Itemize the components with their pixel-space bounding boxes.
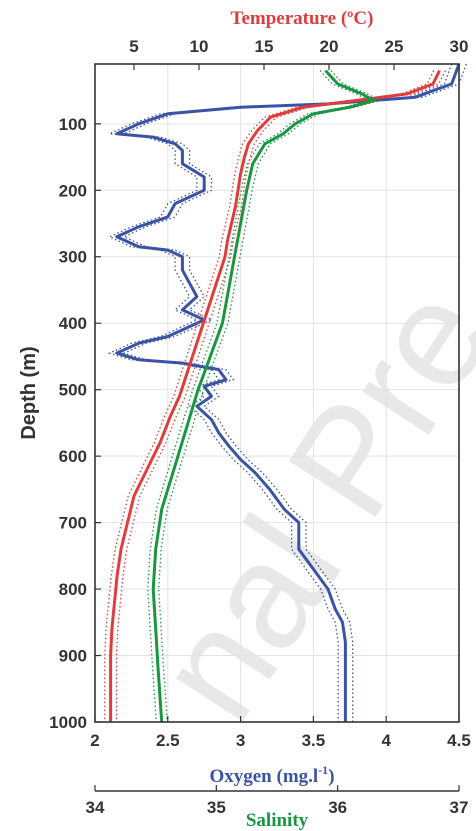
temperature-envelope	[104, 70, 435, 722]
depth-tick-label: 200	[59, 181, 87, 200]
depth-tick-label: 800	[59, 580, 87, 599]
plot-frame	[94, 63, 460, 723]
oxygen-label-end: )	[328, 766, 334, 787]
temperature-axis-label: Temperature (ºC)	[231, 8, 374, 29]
oxygen-axis-label: Oxygen (mg.l-1)	[209, 763, 334, 787]
oxygen-tick-label: 2	[90, 731, 99, 750]
temperature-tick-label: 5	[129, 37, 138, 56]
depth-tick-label: 700	[59, 514, 87, 533]
oxygen-tick-label: 3.5	[302, 731, 326, 750]
temperature-tick-label: 20	[320, 37, 339, 56]
temperature-tick-label: 30	[450, 37, 469, 56]
salinity-line	[151, 69, 376, 723]
depth-tick-label: 900	[59, 647, 87, 666]
depth-tick-label: 1000	[49, 713, 87, 732]
salinity-tick-label: 35	[207, 798, 226, 817]
watermark-text: nal Pre	[123, 258, 476, 748]
oxygen-label-superscript: -1	[318, 763, 328, 777]
salinity-axis-label: Salinity	[246, 810, 309, 831]
temperature-envelope	[115, 70, 446, 722]
oxygen-tick-label: 4.5	[447, 731, 471, 750]
ticks: 2 2.5 3 3.5 4 4.5 100 200 300 400 500 600 700 800 900 1…	[49, 37, 471, 817]
oxygen-tick-label: 4	[381, 731, 391, 750]
temperature-tick-label: 25	[385, 37, 404, 56]
series-layer	[104, 63, 467, 723]
temperature-tick-label: 10	[190, 37, 209, 56]
depth-tick-label: 100	[59, 115, 87, 134]
salinity-tick-label: 36	[328, 798, 347, 817]
watermark: nal Pre	[123, 258, 476, 748]
depth-tick-label: 300	[59, 248, 87, 267]
oxygen-line	[115, 63, 461, 722]
temperature-tick-label: 15	[255, 37, 274, 56]
depth-axis-label: Depth (m)	[18, 346, 40, 439]
depth-tick-label: 600	[59, 447, 87, 466]
salinity-tick-label: 37	[450, 798, 469, 817]
depth-tick-label: 500	[59, 381, 87, 400]
oxygen-tick-label: 3	[236, 731, 245, 750]
depth-tick-label: 400	[59, 314, 87, 333]
oxygen-envelope	[107, 63, 453, 722]
salinity-tick-label: 34	[86, 798, 105, 817]
oxygen-tick-label: 2.5	[156, 731, 180, 750]
temperature-line	[109, 69, 441, 722]
